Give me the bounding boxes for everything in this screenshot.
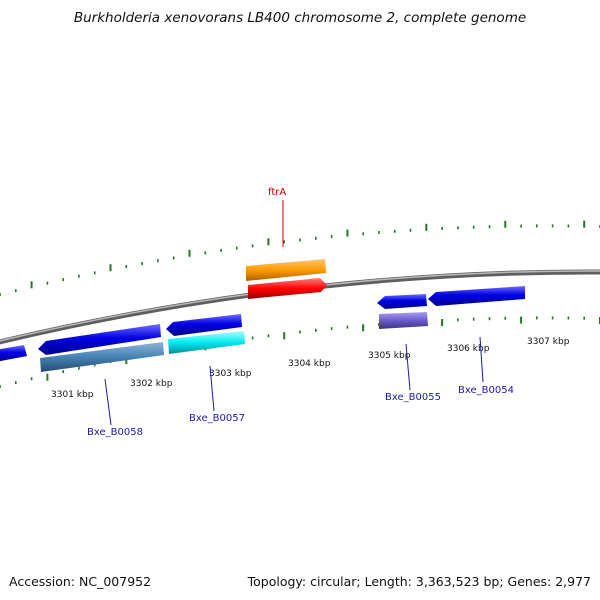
gene-arrow-bxe-b0057[interactable] xyxy=(166,314,242,336)
bxe-b0054-leader-line xyxy=(479,336,484,383)
bxe-b0055-leader-line xyxy=(405,343,411,391)
tick-label: 3307 kbp xyxy=(527,337,570,347)
gene-arrow-bxe-b0055[interactable] xyxy=(377,294,427,309)
outer-tick-ring xyxy=(0,220,600,296)
cds-bar-bxe-b0058[interactable] xyxy=(40,342,164,372)
bxe-b0057-leader-line xyxy=(209,365,215,412)
tick-label: 3301 kbp xyxy=(51,390,94,400)
tick-label: 3306 kbp xyxy=(447,344,490,354)
tick-label: 3302 kbp xyxy=(130,379,173,389)
gene-arrow-bxe-b0054[interactable] xyxy=(428,286,525,306)
bxe-b0058-leader-line xyxy=(104,378,112,426)
gene-labels: ftrA Bxe_B0058 Bxe_B0057 Bxe_B0055 Bxe_B… xyxy=(87,187,514,438)
genome-summary-text: Topology: circular; Length: 3,363,523 bp… xyxy=(247,574,591,589)
tick-label: 3303 kbp xyxy=(209,369,252,379)
cds-bar-bxe-b0057[interactable] xyxy=(168,331,245,354)
cds-bar-bxe-b0055[interactable] xyxy=(379,312,428,329)
gene-arrow-ftra[interactable] xyxy=(248,278,327,299)
label-leader-lines xyxy=(104,200,484,426)
map-title: Burkholderia xenovorans LB400 chromosome… xyxy=(73,10,527,26)
gene-arrow-left-edge[interactable] xyxy=(0,345,27,362)
gene-label-bxe-b0055[interactable]: Bxe_B0055 xyxy=(385,392,441,403)
tick-label: 3304 kbp xyxy=(288,359,331,369)
accession-text: Accession: NC_007952 xyxy=(9,574,152,589)
gene-arrow-bxe-b0058[interactable] xyxy=(38,324,161,355)
gene-label-bxe-b0054[interactable]: Bxe_B0054 xyxy=(458,385,514,396)
feature-tracks xyxy=(0,259,525,372)
gene-label-bxe-b0058[interactable]: Bxe_B0058 xyxy=(87,427,143,438)
tick-label: 3305 kbp xyxy=(368,351,411,361)
tick-labels: 3301 kbp 3302 kbp 3303 kbp 3304 kbp 3305… xyxy=(51,337,570,400)
gene-bar-ftra[interactable] xyxy=(246,259,326,281)
gene-label-ftra[interactable]: ftrA xyxy=(268,187,286,198)
gene-label-bxe-b0057[interactable]: Bxe_B0057 xyxy=(189,413,245,424)
